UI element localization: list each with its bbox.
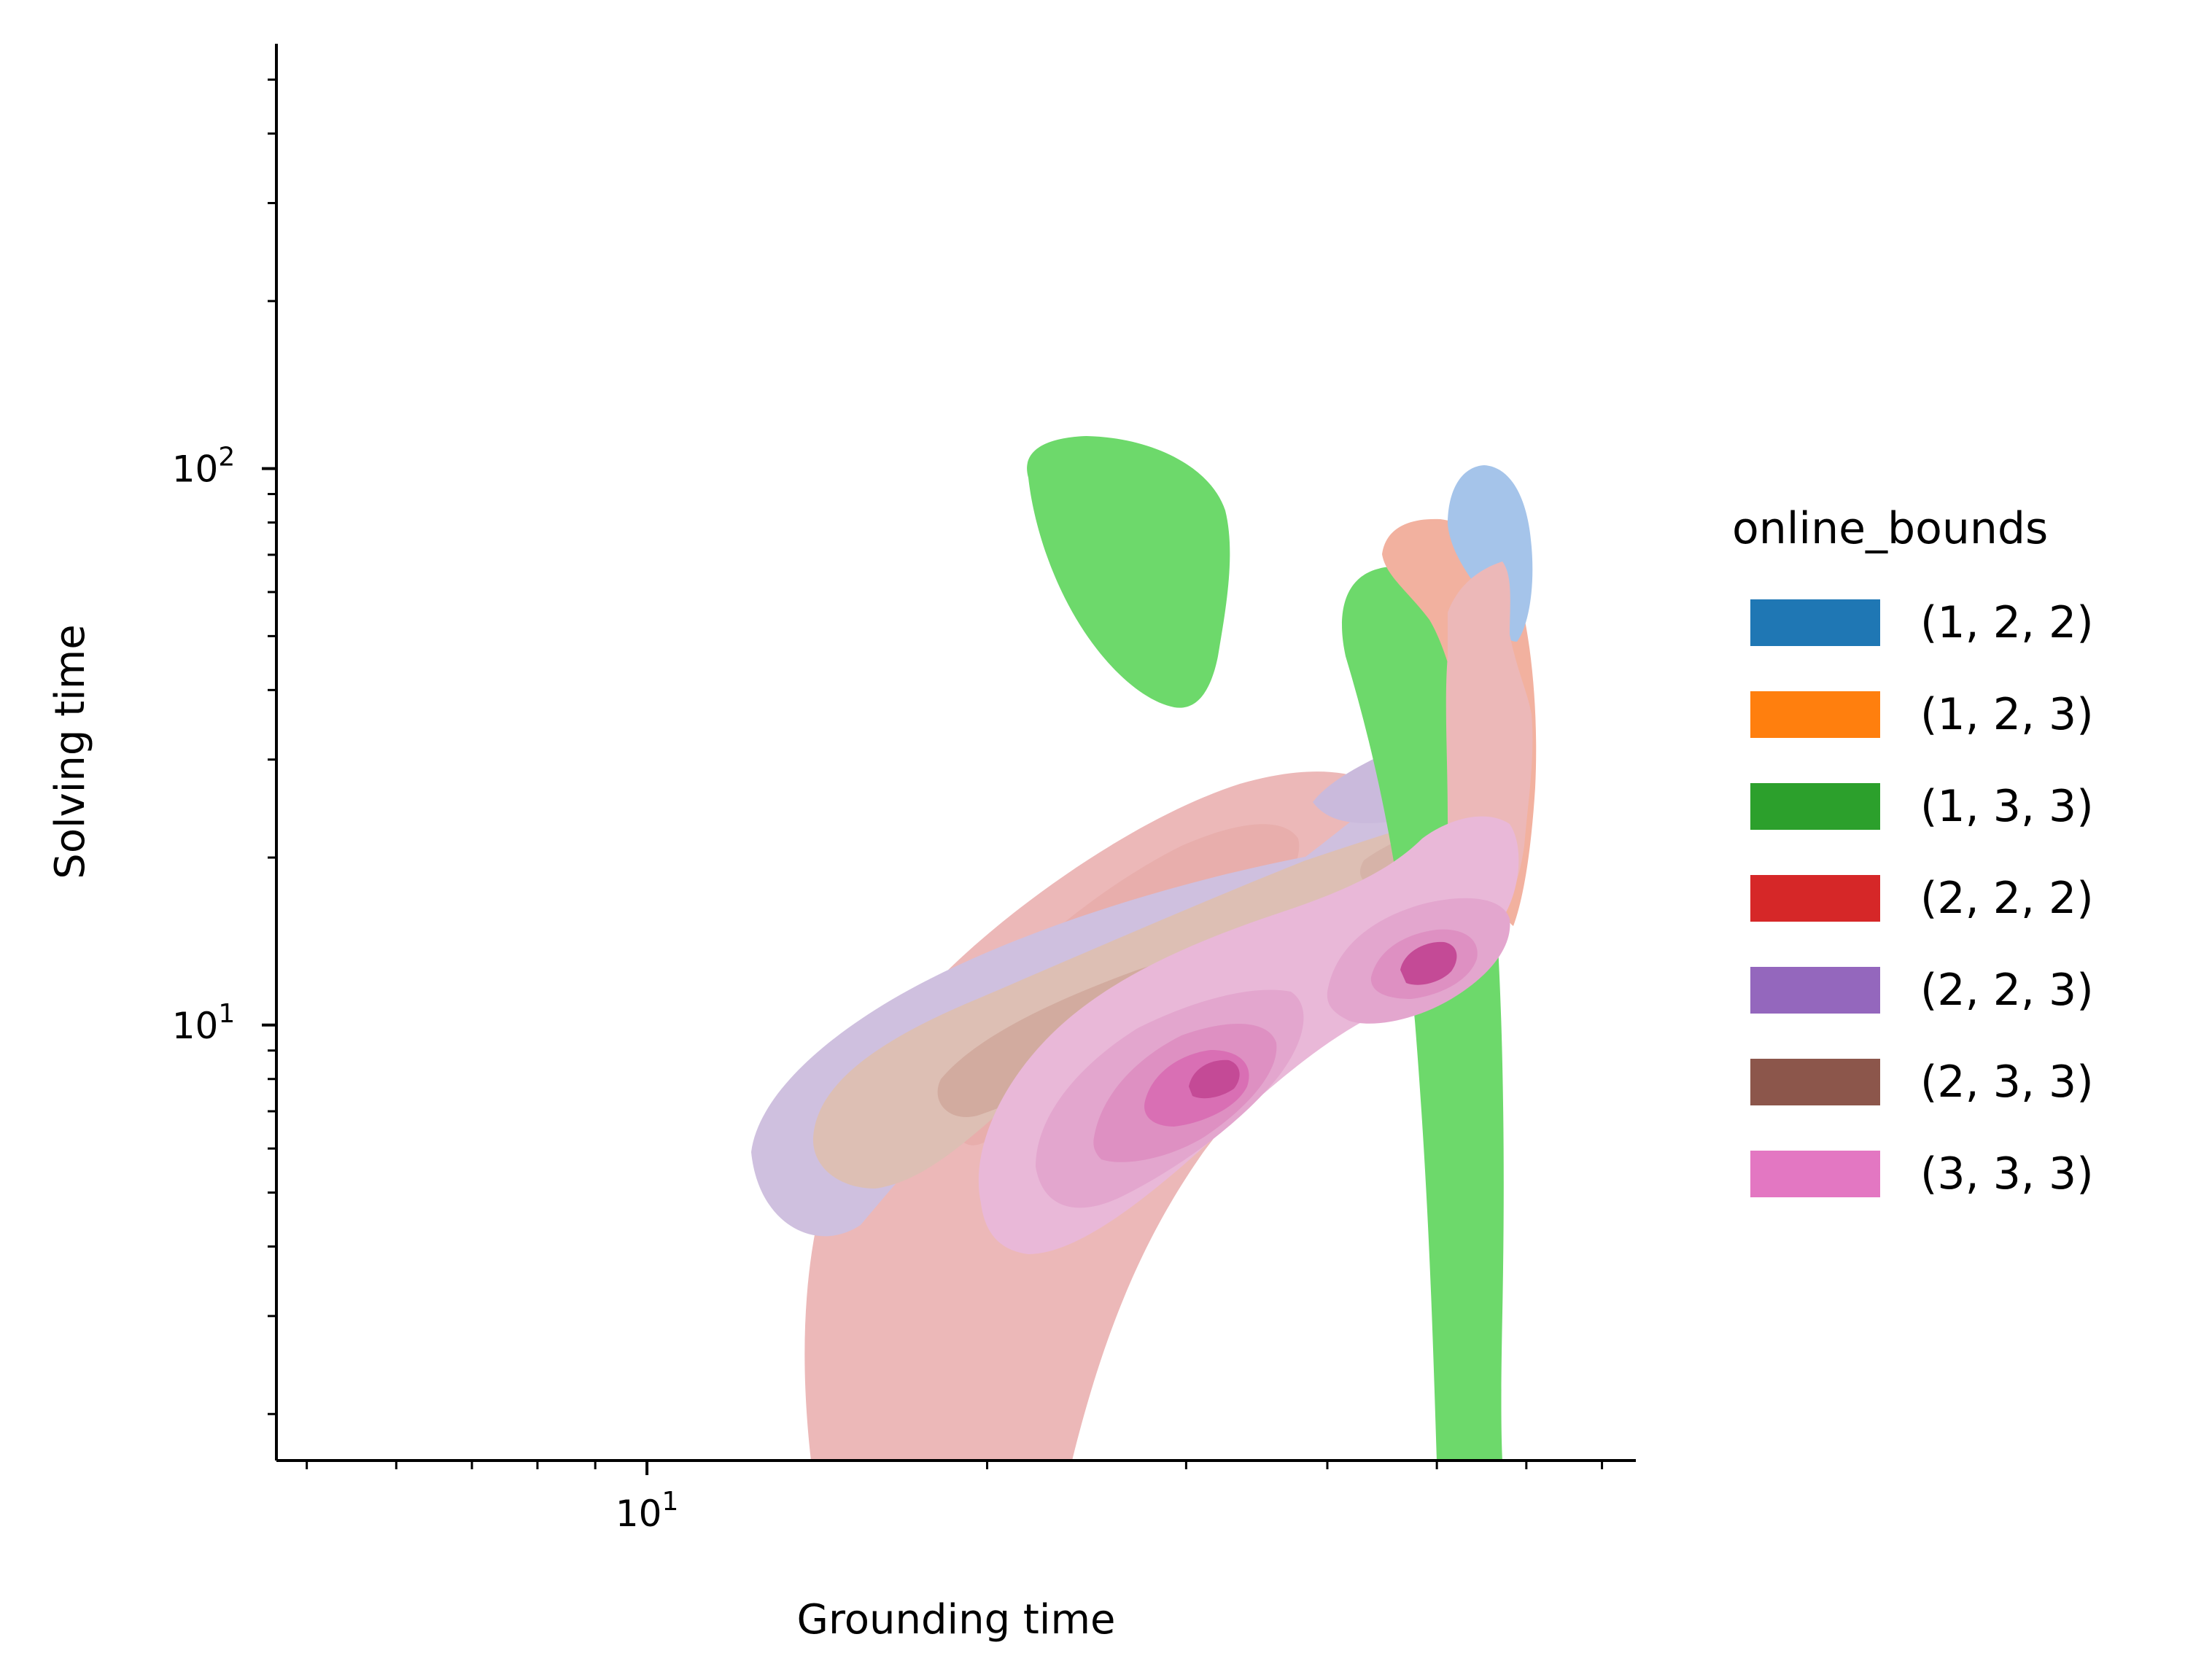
y-axis-label: Solving time [47, 624, 94, 879]
legend-label: (3, 3, 3) [1920, 1148, 2094, 1199]
legend-swatch [1750, 967, 1880, 1014]
legend-swatch [1750, 1151, 1880, 1197]
legend-label: (2, 3, 3) [1920, 1057, 2094, 1108]
x-tick-label: 101 [616, 1487, 679, 1535]
kde-region-1-3-3-upper [1027, 436, 1230, 708]
kde-region-1-2-2 [1448, 465, 1533, 642]
legend-swatch [1750, 875, 1880, 922]
x-axis-label: Grounding time [797, 1596, 1116, 1644]
y-tick-label: 102 [172, 443, 236, 491]
legend-swatch [1750, 599, 1880, 646]
legend: online_bounds (1, 2, 2) (1, 2, 3) (1, 3, 3… [1732, 503, 2094, 1199]
legend-label: (2, 2, 2) [1920, 873, 2094, 924]
legend-label: (1, 2, 2) [1920, 597, 2094, 648]
y-tick-label: 101 [172, 999, 236, 1047]
kde-region-3-3-3-peak1 [1189, 1059, 1240, 1099]
legend-swatch [1750, 1059, 1880, 1105]
legend-label: (2, 2, 3) [1920, 965, 2094, 1016]
legend-swatch [1750, 783, 1880, 830]
kde-region-3-3-3-peak2 [1400, 941, 1457, 985]
legend-label: (1, 2, 3) [1920, 689, 2094, 740]
axes: 101 101 102 [172, 44, 1636, 1535]
legend-label: (1, 3, 3) [1920, 781, 2094, 832]
legend-title: online_bounds [1732, 503, 2048, 554]
legend-swatch [1750, 691, 1880, 738]
